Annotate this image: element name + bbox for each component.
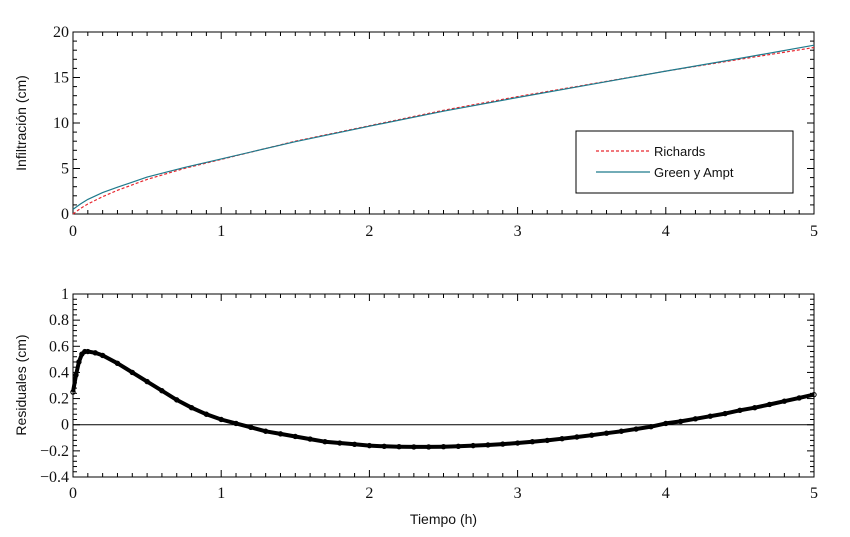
x-tick-label: 1 [217,223,225,240]
y-tick-label: 1 [61,286,69,303]
residual-point [79,351,85,357]
residual-point [292,433,298,440]
residual-point [203,411,210,417]
residual-point [70,389,76,395]
x-tick-label: 4 [662,485,670,502]
residual-point [440,443,447,450]
residual-point [73,372,79,378]
x-axis-label: Tiempo (h) [410,511,477,527]
x-tick-label: 0 [69,485,77,502]
residual-trace [71,349,815,449]
y-tick-label: 0.4 [49,364,69,381]
y-tick-label: 20 [53,24,69,41]
x-tick-label: 0 [69,223,77,240]
y-axis-label: Residuales (cm) [13,334,29,435]
residual-point [174,397,180,403]
residual-point [188,405,195,411]
residual-point [470,442,476,449]
x-tick-label: 4 [662,223,670,240]
y-tick-label: 0.8 [49,312,69,329]
residual-point [144,378,150,385]
residual-point [248,424,254,431]
x-tick-label: 5 [810,485,818,502]
residual-point [752,405,758,411]
x-tick-label: 2 [365,485,373,502]
residual-point [277,431,284,437]
residual-point [648,423,654,430]
residual-point [618,428,625,434]
residual-point [811,391,817,398]
y-tick-label: 0 [61,206,69,223]
residual-point [425,444,432,450]
x-tick-label: 3 [514,485,522,502]
residual-point [722,410,728,417]
residual-point [76,359,82,365]
legend-box [575,130,794,194]
legend-entry-label: Green y Ampt [654,165,734,180]
residual-point [559,436,565,442]
residuals-panel: 0 1 2 3 4 5 −0.4 −0.2 0 0.2 0.4 0.6 0.8 1 Residuales (… [13,286,818,527]
residual-point [796,395,802,401]
y-tick-label: 0.6 [49,338,69,355]
green-ampt-series-line [72,44,815,210]
residual-point [514,440,521,446]
residual-point [529,439,536,445]
residual-point [92,350,98,356]
residual-point [485,442,491,448]
residual-point [322,439,328,445]
x-tick-label: 2 [365,223,373,240]
x-tick-label: 1 [217,485,225,502]
residual-point [589,432,595,438]
residual-point [99,352,106,359]
y-tick-label: −0.2 [40,443,69,460]
residual-point [663,420,669,427]
residual-point [351,441,358,448]
y-tick-label: 15 [53,70,69,87]
legend-entry-label: Richards [654,144,706,159]
residual-point [411,444,417,450]
residual-point [381,443,387,449]
residual-point [677,418,684,425]
residual-point [455,443,462,449]
x-tick-label: 5 [810,223,818,240]
x-tick-label: 3 [514,223,522,240]
residual-point [366,442,373,449]
y-tick-label: −0.4 [40,469,69,486]
residual-point [633,426,639,432]
residual-point [114,360,121,366]
residual-point [603,430,610,436]
residual-point [218,416,224,423]
residual-point [396,443,402,450]
y-axis-label: Infiltración (cm) [13,75,29,171]
residual-point [262,428,269,434]
residual-point [233,420,239,427]
residual-point [500,441,506,447]
residual-point [707,413,713,419]
plot-frame [72,293,815,478]
residual-point [307,436,313,442]
residual-point [692,416,699,422]
residual-point [781,398,788,404]
residual-point [766,401,773,408]
infiltration-panel: 0 1 2 3 4 5 0 5 10 15 20 Infiltración (cm) Richards G… [13,24,818,240]
residual-point [737,407,743,414]
y-tick-label: 0 [61,417,69,434]
residual-point [85,348,91,355]
residual-point [544,437,550,444]
y-tick-label: 10 [53,115,69,132]
y-tick-label: 5 [61,161,69,178]
residual-point [129,369,135,376]
y-tick-label: 0.2 [49,391,69,408]
residual-point [574,434,580,440]
residual-point [337,440,343,446]
residual-point [82,348,88,355]
residual-point [159,388,165,394]
